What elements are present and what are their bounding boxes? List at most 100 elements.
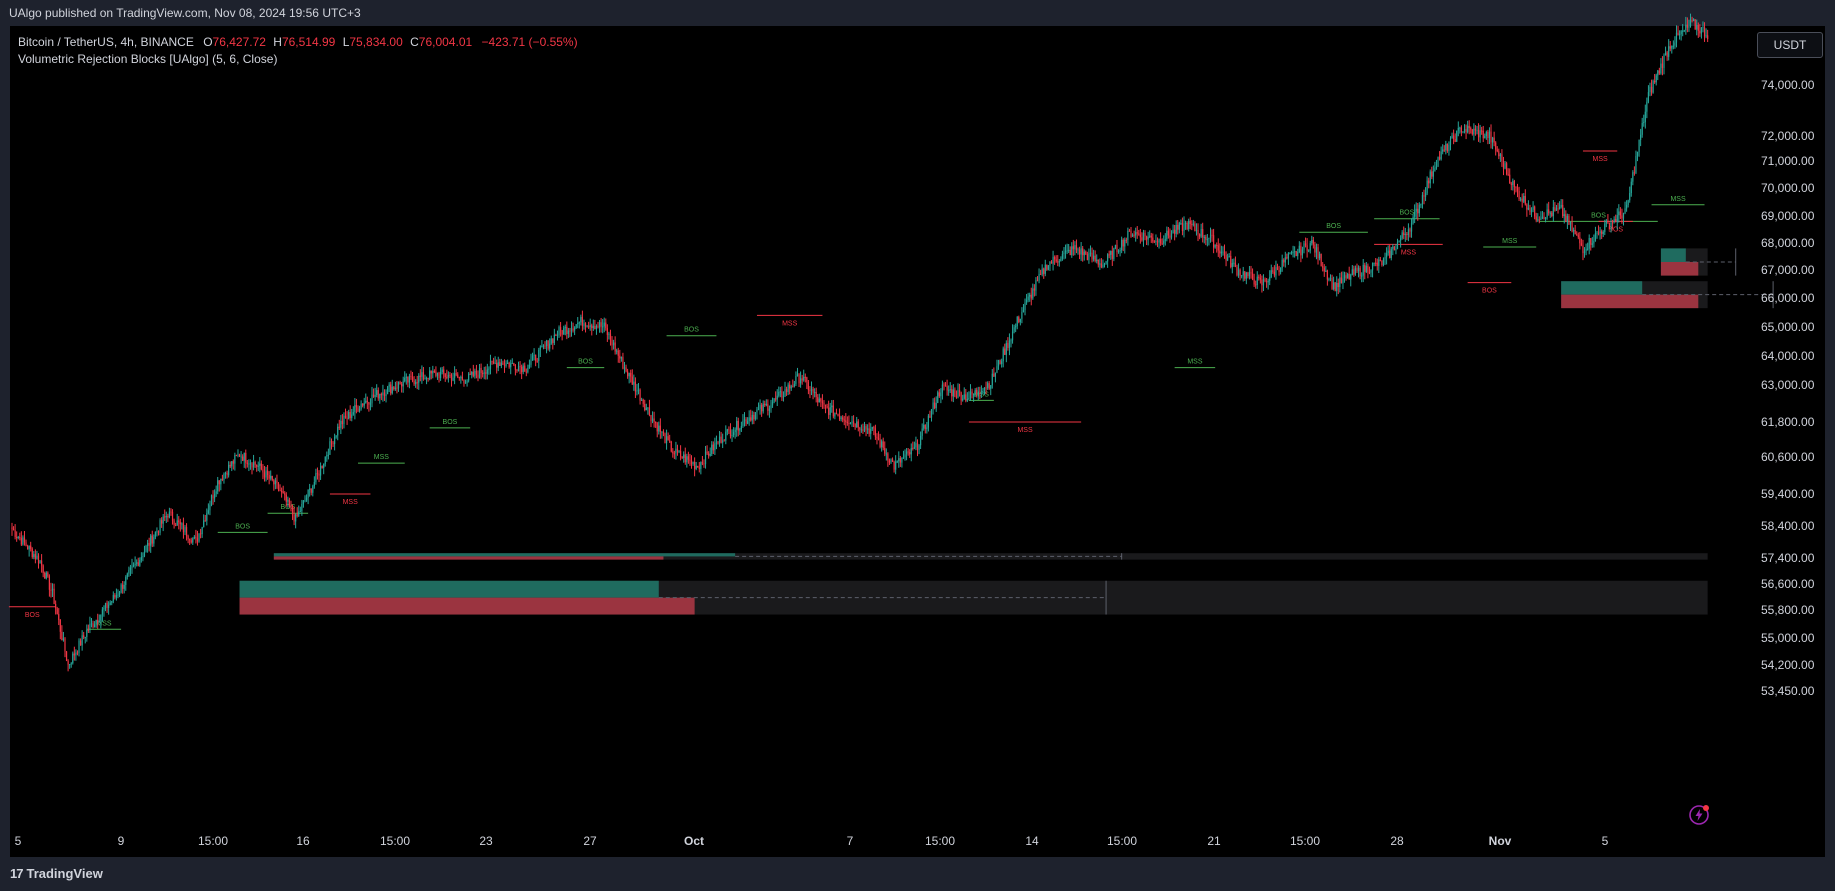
candle — [890, 458, 892, 464]
candle — [589, 318, 591, 331]
candle — [1579, 232, 1581, 250]
candle — [1267, 278, 1269, 290]
candle — [340, 414, 342, 435]
candle — [1253, 273, 1255, 287]
candle — [580, 314, 582, 326]
time-tick-label: 5 — [1602, 834, 1609, 848]
candle — [732, 427, 735, 438]
candle — [321, 465, 323, 469]
candle — [1328, 277, 1330, 282]
candle — [486, 363, 488, 380]
candle — [1563, 207, 1565, 224]
candle — [731, 429, 733, 442]
currency-button[interactable]: USDT — [1757, 32, 1823, 58]
candle — [787, 382, 789, 396]
candle — [983, 387, 986, 395]
candle — [1688, 19, 1690, 32]
candle — [439, 367, 442, 381]
candle — [673, 450, 675, 460]
candle — [288, 497, 291, 508]
candle — [344, 408, 347, 419]
candle — [285, 492, 287, 507]
candle — [1555, 204, 1558, 211]
candle — [1509, 168, 1511, 184]
candle — [1054, 255, 1056, 265]
candle — [1518, 186, 1520, 201]
candle — [884, 441, 886, 457]
time-tick-label: 7 — [847, 834, 854, 848]
candle — [1113, 247, 1115, 262]
candle — [862, 423, 864, 434]
indicator-lightning-icon[interactable] — [1688, 804, 1710, 826]
candle — [1230, 250, 1232, 269]
candle — [608, 331, 610, 340]
candle — [926, 421, 928, 434]
candle — [1576, 231, 1578, 236]
candle — [718, 430, 721, 447]
candle — [1640, 128, 1642, 147]
candle — [111, 600, 113, 606]
candle — [31, 547, 33, 559]
candle — [1202, 222, 1204, 243]
candle — [404, 371, 406, 383]
tradingview-logo[interactable]: 17 TradingView — [10, 866, 103, 881]
candle — [181, 522, 183, 530]
candle — [1387, 245, 1389, 256]
candle — [549, 338, 551, 352]
candle — [1491, 136, 1494, 150]
candle — [1145, 235, 1148, 245]
chart-legend: Bitcoin / TetherUS, 4h, BINANCE O76,427.… — [18, 34, 578, 68]
candle — [873, 425, 875, 436]
candle — [969, 384, 972, 402]
candle — [1590, 237, 1592, 251]
candle — [683, 451, 685, 463]
candle — [817, 394, 819, 407]
candle — [1368, 266, 1371, 275]
candle — [1474, 125, 1477, 136]
candle — [586, 325, 588, 328]
candle — [575, 324, 577, 329]
candle — [427, 377, 429, 382]
candle — [1272, 267, 1274, 274]
candle — [260, 460, 262, 471]
candle — [1304, 237, 1307, 248]
candle — [1487, 129, 1489, 145]
candle — [854, 423, 856, 430]
candle — [457, 372, 459, 379]
candle — [552, 338, 554, 350]
candle — [634, 377, 636, 399]
candle — [407, 376, 409, 388]
candle — [1038, 268, 1040, 284]
candle — [193, 535, 195, 540]
candle — [365, 393, 367, 404]
candle — [128, 566, 130, 577]
candle — [394, 381, 396, 391]
candle — [611, 336, 613, 351]
candle — [533, 348, 535, 361]
candle — [715, 435, 718, 450]
time-tick-label: 27 — [583, 834, 597, 848]
candle — [83, 631, 85, 640]
candle — [1615, 214, 1617, 223]
candle — [920, 431, 922, 449]
price-tick-label: 63,000.00 — [1761, 378, 1815, 392]
rejection-block-bull — [1561, 281, 1643, 295]
candle — [1506, 161, 1508, 176]
candle — [1521, 193, 1523, 208]
candle — [203, 514, 205, 528]
candle — [633, 374, 635, 391]
candle — [318, 470, 320, 483]
candle — [1308, 249, 1310, 253]
candle — [468, 372, 470, 383]
candle — [1015, 323, 1017, 333]
candle — [109, 600, 111, 606]
candle — [210, 494, 213, 507]
candle — [346, 411, 348, 425]
candle — [296, 507, 298, 518]
candle — [627, 368, 629, 379]
candle — [1398, 240, 1400, 243]
candle — [279, 484, 281, 492]
candle — [857, 419, 859, 432]
candle — [1632, 170, 1634, 186]
